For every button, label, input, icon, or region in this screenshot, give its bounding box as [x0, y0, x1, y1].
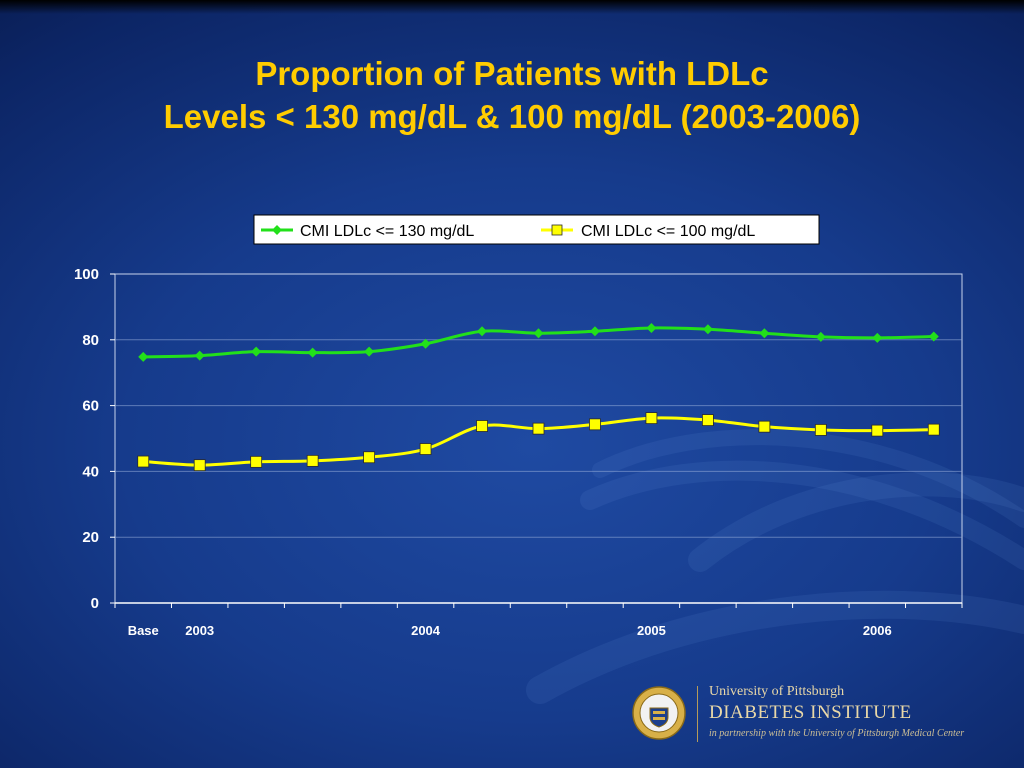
data-point [251, 346, 262, 357]
top-band [0, 0, 1024, 14]
data-point [138, 351, 149, 362]
data-point [702, 414, 714, 426]
series-2 [137, 412, 940, 472]
data-point [759, 328, 770, 339]
data-point [363, 451, 376, 464]
legend-swatch-marker [272, 225, 282, 235]
data-point [871, 424, 884, 437]
data-point [532, 422, 545, 435]
background-swoosh [526, 590, 1024, 704]
logo-institute-name: DIABETES INSTITUTE [709, 702, 912, 723]
title-line-1: Proportion of Patients with LDLc [255, 55, 769, 92]
data-point [420, 338, 431, 349]
institute-logo: University of Pittsburgh DIABETES INSTIT… [628, 684, 1008, 746]
x-tick-label: 2003 [185, 623, 214, 638]
data-point [477, 326, 488, 337]
logo-university-name: University of Pittsburgh [709, 684, 845, 699]
data-point [533, 328, 544, 339]
data-point [589, 418, 601, 431]
data-point [645, 412, 658, 425]
x-tick-label: 2005 [637, 623, 666, 638]
legend-label: CMI LDLc <= 100 mg/dL [581, 223, 755, 240]
data-point [364, 346, 375, 357]
data-point [702, 324, 713, 335]
title-line-2: Levels < 130 mg/dL & 100 mg/dL (2003-200… [163, 98, 861, 135]
legend-label: CMI LDLc <= 130 mg/dL [300, 223, 474, 240]
data-point [307, 347, 318, 358]
legend-box [253, 214, 820, 245]
background-swoosh [592, 429, 1024, 528]
data-point [476, 420, 488, 432]
data-point [419, 443, 432, 455]
data-point [927, 423, 940, 436]
y-tick-label: 100 [74, 266, 99, 283]
data-point [872, 332, 883, 343]
university-seal-icon [632, 686, 686, 740]
background-swooshes [526, 429, 1024, 704]
data-point [306, 454, 319, 467]
legend-swatch-marker [551, 224, 563, 236]
y-tick-label: 40 [82, 463, 99, 480]
slide-title: Proportion of Patients with LDLc Levels … [0, 52, 1024, 138]
data-point [758, 420, 771, 433]
series-1 [138, 322, 939, 362]
background-swoosh [688, 472, 1024, 572]
data-point [589, 326, 600, 337]
data-point [928, 331, 939, 342]
x-tick-label: Base [128, 623, 159, 638]
y-tick-label: 80 [82, 332, 99, 349]
y-tick-label: 60 [82, 398, 99, 415]
data-point [814, 424, 827, 436]
x-tick-label: 2004 [411, 623, 441, 638]
logo-partnership-note: in partnership with the University of Pi… [709, 728, 965, 739]
chart-legend: CMI LDLc <= 130 mg/dL CMI LDLc <= 100 mg/… [253, 214, 820, 245]
y-tick-label: 20 [82, 529, 99, 546]
data-point [194, 350, 205, 361]
data-point [193, 459, 206, 472]
data-point [646, 322, 657, 333]
x-tick-label: 2006 [863, 623, 892, 638]
logo-divider [697, 686, 698, 742]
background-swoosh [580, 460, 1024, 570]
y-tick-label: 0 [91, 595, 99, 612]
data-point [137, 455, 150, 468]
plot-area: 0 20 40 60 80 100 Base 2003 2004 2005 2006 [74, 266, 963, 638]
data-point [815, 331, 826, 342]
data-point [250, 455, 263, 468]
